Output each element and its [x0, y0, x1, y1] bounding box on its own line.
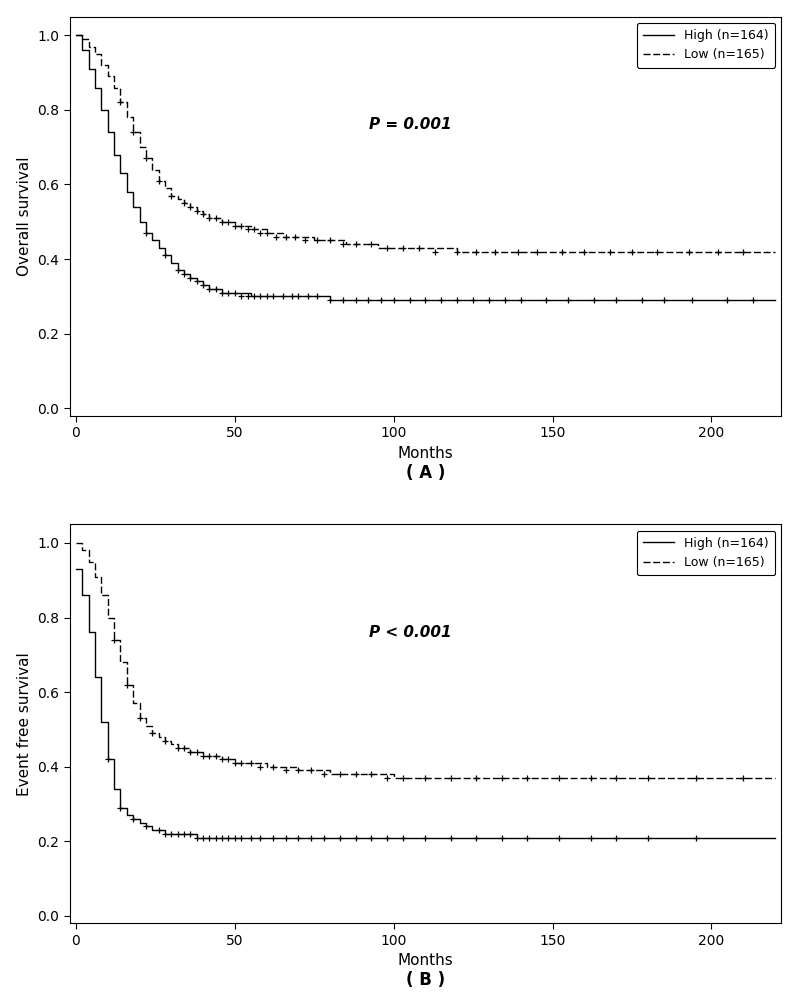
Y-axis label: Overall survival: Overall survival [17, 156, 32, 276]
X-axis label: Months: Months [397, 446, 453, 461]
X-axis label: Months: Months [397, 953, 453, 968]
Text: P < 0.001: P < 0.001 [369, 625, 451, 640]
Text: P = 0.001: P = 0.001 [369, 117, 451, 132]
Legend: High (n=164), Low (n=165): High (n=164), Low (n=165) [637, 531, 775, 575]
Text: ( B ): ( B ) [406, 971, 445, 989]
Legend: High (n=164), Low (n=165): High (n=164), Low (n=165) [637, 23, 775, 68]
Text: ( A ): ( A ) [406, 464, 445, 482]
Y-axis label: Event free survival: Event free survival [17, 652, 32, 796]
